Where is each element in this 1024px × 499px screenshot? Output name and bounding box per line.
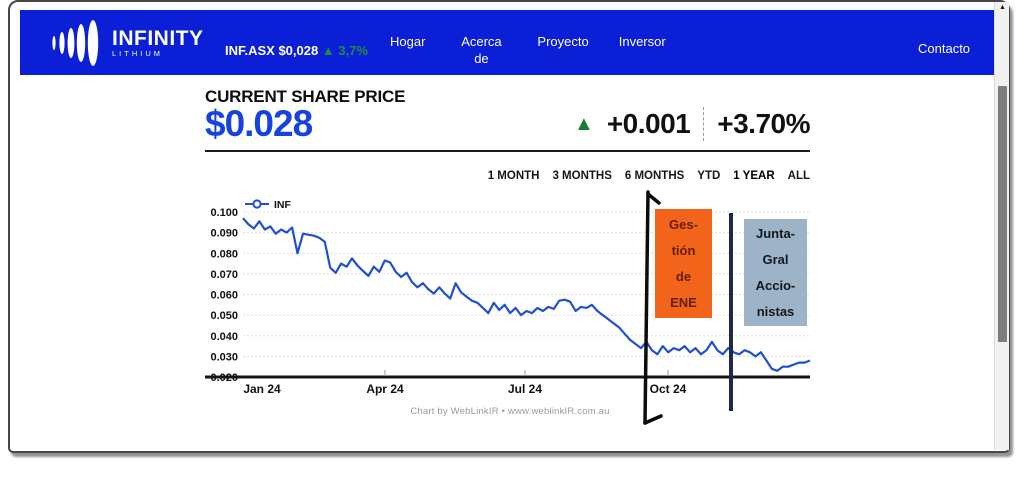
y-axis-tick-label: 0.090 [210,228,238,240]
annotation-line: Accio- [755,277,796,293]
legend-label: INF [274,199,292,211]
up-triangle-icon: ▲ [574,113,594,135]
range-tab-1-year[interactable]: 1 YEAR [733,170,775,182]
annotation-gestion-de-ene: Ges-tión de ENE [655,209,712,318]
annotation-line: ENE [670,294,697,310]
chart-caption: Chart by WebLinkIR • www.weblinkIR.com.a… [410,406,610,417]
annotation-line: de [675,268,692,284]
y-axis-tick-label: 0.080 [210,248,238,260]
nav-item-inversor[interactable]: Inversor [618,34,666,49]
x-axis-tick-label: Jan 24 [243,382,281,396]
annotation-line: Ges- [669,216,698,232]
range-tab-3-months[interactable]: 3 MONTHS [552,170,612,182]
range-tab-6-months[interactable]: 6 MONTHS [624,170,685,182]
annotation-line: Junta- [756,225,795,241]
nav-item-proyecto[interactable]: Proyecto [537,34,589,49]
scrollbar[interactable]: ▲ [994,2,1009,450]
range-tab-1-month[interactable]: 1 MONTH [487,170,540,182]
y-axis-tick-label: 0.050 [210,310,238,322]
current-share-price-heading: CURRENT SHARE PRICE [205,87,406,106]
ticker-symbol-price: INF.ASX $0,028 [225,43,319,58]
y-axis-tick-label: 0.060 [210,290,238,302]
scrollbar-up-arrow-icon[interactable]: ▲ [999,4,1006,11]
scrollbar-thumb[interactable] [998,86,1007,342]
x-axis-tick-label: Apr 24 [366,382,404,396]
change-absolute: +0.001 [606,108,691,139]
annotation-junta-gral-accionistas: Junta- Gral Accio-nistas [744,219,807,326]
x-axis-tick-label: Oct 24 [650,382,687,396]
y-axis-tick-label: 0.030 [210,351,238,363]
site-header: INFINITY LITHIUM INF.ASX $0,028 ▲ 3,7% H… [20,10,994,75]
ticker-up-arrow-icon: ▲ 3,7% [321,43,368,58]
annotation-line: tión [671,242,696,258]
range-tabs: 1 MONTH 3 MONTHS 6 MONTHS YTD 1 YEAR ALL [205,170,810,182]
ticker: INF.ASX $0,028 ▲ 3,7% [225,43,368,58]
logo-title: INFINITY [112,26,204,50]
change-percent: +3.70% [717,108,810,139]
nav-item-contacto[interactable]: Contacto [918,41,971,56]
ticker-change: 3,7% [338,43,368,58]
nav-item-acerca-de[interactable]: Acerca de [461,34,502,66]
section-rule [205,150,810,152]
price-change: ▲ +0.001 +3.70% [574,107,810,141]
logo-soundwave-icon [52,20,99,66]
logo-subtitle: LITHIUM [112,48,163,58]
price-line-series [242,217,811,372]
share-price-value: $0.028 [205,103,313,144]
main-nav: Hogar Acerca de Proyecto Inversor [390,33,666,67]
chart-canvas: 0.100 0.090 0.080 0.070 0.060 0.050 0.040 0.030… [205,199,811,396]
annotation-line: Gral [762,251,789,267]
y-axis-tick-label: 0.100 [210,207,238,219]
y-axis-tick-label: 0.070 [210,269,238,281]
range-tab-all[interactable]: ALL [787,170,810,182]
infinity-lithium-logo[interactable]: INFINITY LITHIUM [50,18,204,68]
x-axis-tick-label: Jul 24 [508,382,542,396]
nav-item-hogar[interactable]: Hogar [390,34,426,49]
y-axis-tick-label: 0.040 [210,331,238,343]
change-divider [703,107,705,141]
annotation-line: nistas [756,303,795,319]
share-price-chart: 0.100 0.090 0.080 0.070 0.060 0.050 0.040 0.030… [205,190,815,440]
range-tab-ytd[interactable]: YTD [697,170,721,182]
legend-marker-icon [252,199,262,209]
